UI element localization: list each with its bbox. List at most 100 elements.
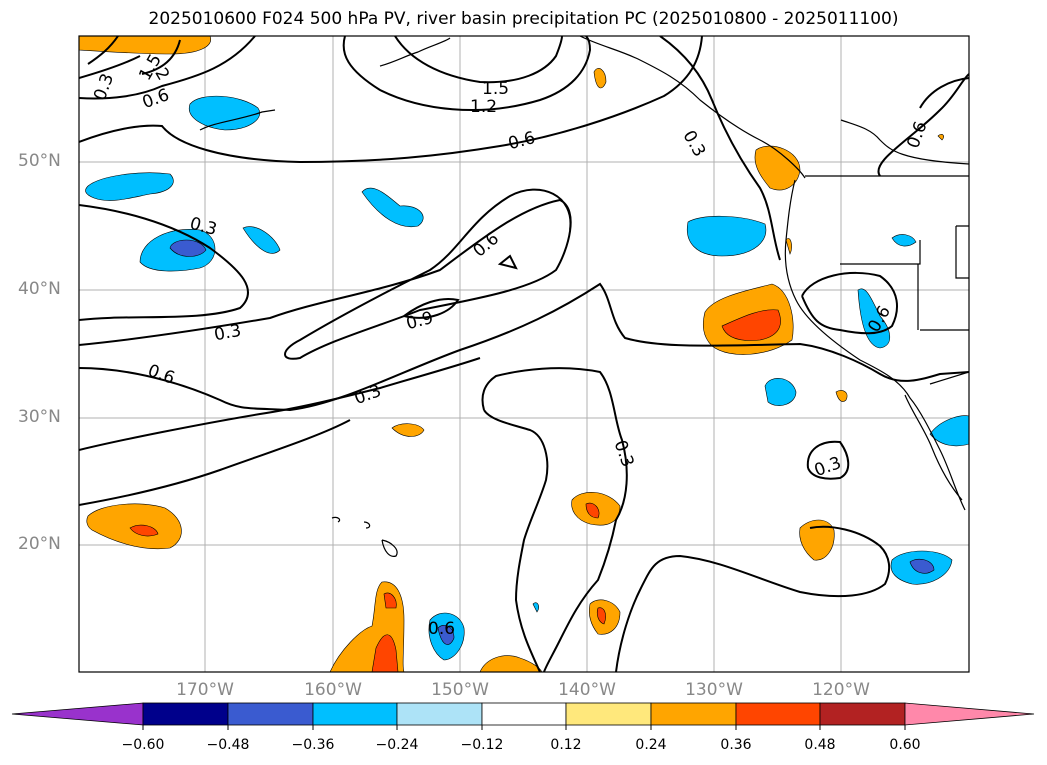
- contour-label: 0.6: [145, 361, 177, 389]
- pv-contour: [79, 188, 572, 360]
- pv-contour: [877, 73, 969, 177]
- pv-contour: [79, 55, 141, 79]
- positive-precip-area: [479, 655, 543, 672]
- lon-label: 140°W: [558, 680, 616, 700]
- colorbar-segment: [565, 702, 652, 726]
- negative-precip-area: [85, 172, 174, 201]
- positive-precip-area: [754, 145, 801, 191]
- positive-precip-area: [937, 134, 944, 141]
- pv-contour: [342, 36, 592, 112]
- positive-precip-area: [596, 607, 606, 625]
- contour-label: 0.3: [213, 321, 243, 345]
- pv-contour: [79, 282, 969, 412]
- colorbar-tick-label: −0.12: [460, 737, 504, 753]
- negative-precip-area: [532, 602, 539, 613]
- colorbar-segment: [312, 702, 398, 726]
- contour-label: 0.6: [428, 619, 455, 639]
- pv-contour: [79, 419, 351, 506]
- negative-precip-area: [891, 234, 917, 247]
- contour-label: 0.3: [610, 438, 638, 470]
- colorbar-tickmarks: [142, 725, 906, 730]
- pv-contour: [615, 525, 891, 672]
- map-frame: [78, 35, 970, 673]
- positive-precip-area: [585, 502, 600, 519]
- colorbar-tick-label: 0.60: [889, 737, 921, 753]
- colorbar-tick-label: 0.24: [635, 737, 667, 753]
- pv-contour: [481, 367, 628, 672]
- colorbar-tick-label: −0.24: [375, 737, 419, 753]
- pv-contour: [79, 204, 250, 321]
- pv-contour: [483, 409, 549, 672]
- negative-precip-area: [242, 226, 281, 254]
- lon-label: 130°W: [685, 680, 743, 700]
- negative-precip-area: [929, 415, 969, 447]
- contour-label: 0.6: [469, 229, 503, 262]
- pv-contour: [394, 36, 563, 84]
- colorbar-tick-label: −0.36: [291, 737, 335, 753]
- pv-contour: [87, 36, 119, 65]
- negative-precip-area: [437, 625, 455, 645]
- positive-precip-area: [129, 524, 159, 537]
- coastlines: [199, 36, 969, 557]
- pv-contour: [79, 357, 481, 451]
- pv-contour: [79, 36, 256, 100]
- lon-label: 170°W: [176, 680, 234, 700]
- positive-precip-area: [785, 238, 792, 255]
- negative-precip-area: [909, 558, 935, 574]
- pv-contour: [79, 36, 703, 164]
- contour-label: 0.3: [812, 453, 844, 481]
- lat-label: 50°N: [18, 151, 61, 171]
- colorbar-tick-label: −0.60: [121, 737, 165, 753]
- colorbar-segment: [227, 702, 314, 726]
- colorbar-segment: [819, 702, 906, 726]
- positive-precip-area: [721, 309, 781, 341]
- lat-label: 40°N: [18, 279, 61, 299]
- colorbar-segment: [396, 702, 483, 726]
- positive-precip-area: [383, 592, 397, 609]
- contour-label: 0.3: [678, 127, 709, 160]
- colorbar-tick-label: 0.48: [804, 737, 836, 753]
- contour-label: 0.6: [140, 85, 172, 113]
- positive-precip-area: [79, 36, 211, 55]
- lon-label: 160°W: [304, 680, 362, 700]
- colorbar-tick-label: 0.12: [550, 737, 582, 753]
- negative-precip-area: [188, 95, 260, 131]
- contour-label: 1.2: [470, 97, 497, 117]
- colorbar-tick-label: 0.36: [720, 737, 752, 753]
- pv-contour: [141, 39, 181, 75]
- positive-precip-area: [371, 634, 399, 672]
- positive-precip-area: [835, 390, 848, 402]
- colorbar-extend-high: [904, 702, 1035, 726]
- pv-contour: [919, 77, 969, 109]
- positive-precip-area: [391, 423, 425, 437]
- negative-precip-area: [764, 378, 797, 406]
- precip-blobs: [79, 36, 969, 672]
- lat-label: 20°N: [18, 534, 61, 554]
- positive-precip-area: [593, 68, 607, 89]
- negative-precip-area: [686, 215, 767, 257]
- lon-label: 120°W: [812, 680, 870, 700]
- contour-label: 1.5: [482, 79, 509, 99]
- colorbar-extend-low: [11, 702, 144, 726]
- pv-contour: [497, 254, 518, 270]
- contour-label: 0.3: [352, 381, 384, 409]
- colorbar-segment: [735, 702, 821, 726]
- pv-contour: [659, 36, 781, 261]
- colorbar-tick-label: −0.48: [206, 737, 250, 753]
- positive-precip-area: [799, 519, 835, 561]
- contour-label: 0.6: [506, 128, 537, 154]
- pv-contour: [806, 440, 850, 480]
- lon-label: 150°W: [431, 680, 489, 700]
- pv-contour: [403, 298, 460, 319]
- pv-contour: [801, 272, 898, 335]
- pv-contours: [79, 36, 969, 672]
- negative-precip-area: [361, 187, 424, 228]
- contour-label: 0.6: [903, 119, 931, 151]
- map-title: 2025010600 F024 500 hPa PV, river basin …: [148, 9, 899, 29]
- colorbar: [11, 702, 1035, 726]
- negative-precip-area: [169, 239, 207, 257]
- colorbar-segment: [650, 702, 737, 726]
- lat-label: 30°N: [18, 407, 61, 427]
- colorbar-segment: [481, 702, 567, 726]
